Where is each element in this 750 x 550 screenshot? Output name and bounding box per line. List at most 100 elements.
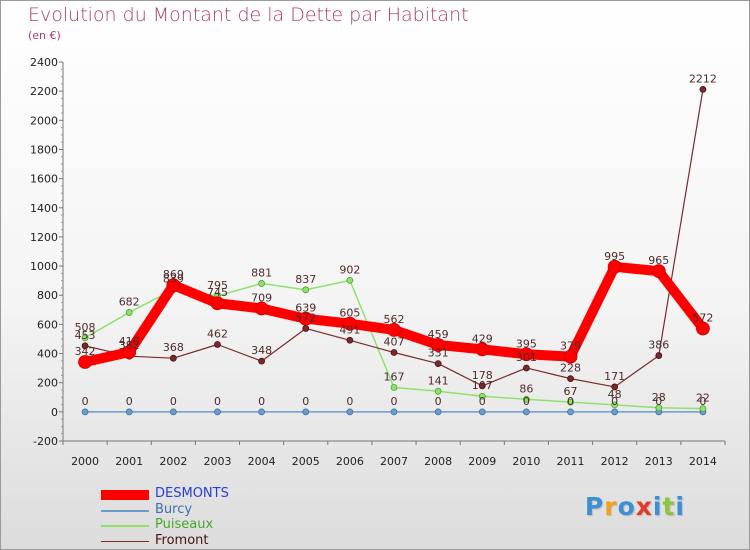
data-label-fromont: 386 [648, 339, 669, 352]
data-point-burcy [214, 408, 221, 416]
data-point-desmonts [696, 321, 710, 336]
x-tick-label: 2010 [512, 455, 540, 468]
data-label-fromont: 407 [384, 336, 405, 349]
brand-letter: x [635, 492, 653, 521]
data-point-fromont [523, 364, 530, 372]
data-point-burcy [125, 408, 133, 416]
data-point-desmonts [651, 264, 666, 279]
data-label-fromont: 171 [604, 370, 625, 383]
data-label-puiseaux: 682 [119, 295, 140, 308]
legend-label-puiseaux: Puiseaux [155, 517, 214, 532]
data-point-puiseaux [567, 398, 574, 406]
data-label-burcy: 0 [346, 395, 353, 408]
y-tick-label: 2000 [30, 114, 58, 127]
data-point-puiseaux [655, 404, 663, 412]
x-tick-label: 2009 [468, 455, 496, 468]
y-tick-label: 1400 [30, 202, 58, 215]
data-label-puiseaux: 508 [75, 321, 96, 334]
data-label-burcy: 0 [479, 395, 486, 408]
data-label-fromont: 453 [75, 329, 96, 342]
data-point-puiseaux [699, 405, 707, 413]
data-label-puiseaux: 107 [472, 379, 493, 392]
legend-swatch-burcy [101, 509, 149, 512]
data-label-puiseaux: 167 [384, 371, 405, 384]
data-point-burcy [346, 408, 354, 416]
legend-label-burcy: Burcy [155, 501, 193, 517]
data-label-desmonts: 410 [119, 335, 140, 348]
y-tick-label: -200 [33, 435, 58, 448]
data-point-desmonts [254, 301, 269, 316]
data-point-burcy [434, 408, 442, 416]
x-tick-label: 2005 [292, 455, 320, 468]
data-point-desmonts [431, 338, 446, 352]
x-tick-label: 2006 [336, 455, 364, 468]
data-point-burcy [611, 408, 619, 416]
data-label-burcy: 0 [655, 395, 662, 408]
data-label-burcy: 0 [214, 395, 221, 408]
data-label-desmonts: 639 [295, 302, 316, 315]
data-label-puiseaux: 795 [207, 279, 228, 292]
data-label-puiseaux: 837 [295, 273, 316, 286]
x-tick-label: 2003 [203, 455, 231, 468]
data-point-fromont [699, 86, 707, 93]
data-point-puiseaux [478, 392, 486, 400]
data-label-burcy: 0 [567, 395, 574, 408]
data-label-burcy: 0 [391, 395, 398, 408]
brand-letter: i [652, 492, 663, 521]
y-tick-label: 2200 [30, 85, 58, 98]
legend-swatch-puiseaux [101, 525, 149, 527]
data-label-desmonts: 429 [472, 332, 493, 345]
x-tick-label: 2002 [159, 455, 187, 468]
brand-logo: Proxiti [585, 492, 685, 521]
data-point-fromont [567, 375, 574, 383]
data-label-burcy: 0 [170, 395, 177, 408]
data-label-puiseaux: 28 [652, 391, 666, 404]
data-point-burcy [567, 408, 574, 416]
data-label-burcy: 0 [699, 395, 706, 408]
data-point-puiseaux [125, 309, 133, 316]
x-tick-label: 2011 [557, 455, 585, 468]
data-label-desmonts: 869 [163, 268, 184, 281]
data-label-desmonts: 745 [207, 286, 228, 299]
data-label-puiseaux: 141 [428, 374, 449, 387]
data-point-puiseaux [346, 276, 354, 284]
data-label-desmonts: 459 [428, 328, 449, 341]
data-point-desmonts [607, 259, 622, 274]
y-tick-label: 800 [37, 289, 58, 302]
data-point-desmonts [210, 296, 225, 311]
data-point-puiseaux [523, 395, 530, 403]
data-label-puiseaux: 902 [339, 263, 360, 276]
data-point-desmonts [78, 355, 92, 369]
y-tick-label: 200 [37, 377, 58, 390]
brand-letter: o [617, 492, 636, 521]
data-point-desmonts [166, 278, 181, 293]
data-label-fromont: 2212 [689, 72, 717, 85]
legend-swatch-fromont [101, 540, 149, 543]
data-point-puiseaux [611, 401, 619, 409]
data-point-burcy [169, 408, 177, 416]
data-point-puiseaux [434, 387, 442, 395]
data-label-fromont: 491 [339, 323, 360, 336]
data-point-burcy [302, 408, 310, 416]
brand-letter: P [584, 492, 605, 521]
data-label-fromont: 348 [251, 344, 272, 357]
data-point-puiseaux [390, 384, 398, 391]
chart-subtitle: (en €) [28, 29, 61, 42]
legend-label-desmonts: DESMONTS [155, 486, 229, 501]
chart-title: Evolution du Montant de la Dette par Hab… [28, 4, 469, 26]
y-tick-label: 400 [37, 348, 58, 361]
data-point-fromont [655, 352, 663, 359]
data-point-desmonts [475, 342, 490, 357]
y-tick-label: 1200 [30, 231, 58, 244]
data-point-burcy [258, 408, 266, 416]
data-label-fromont: 228 [560, 362, 581, 375]
x-tick-label: 2014 [689, 455, 717, 468]
data-label-desmonts: 395 [516, 337, 537, 350]
brand-letter: i [675, 492, 685, 521]
brand-letter: t [662, 492, 676, 521]
data-point-fromont [346, 336, 354, 344]
data-point-fromont [434, 360, 442, 367]
data-label-burcy: 0 [126, 395, 133, 408]
